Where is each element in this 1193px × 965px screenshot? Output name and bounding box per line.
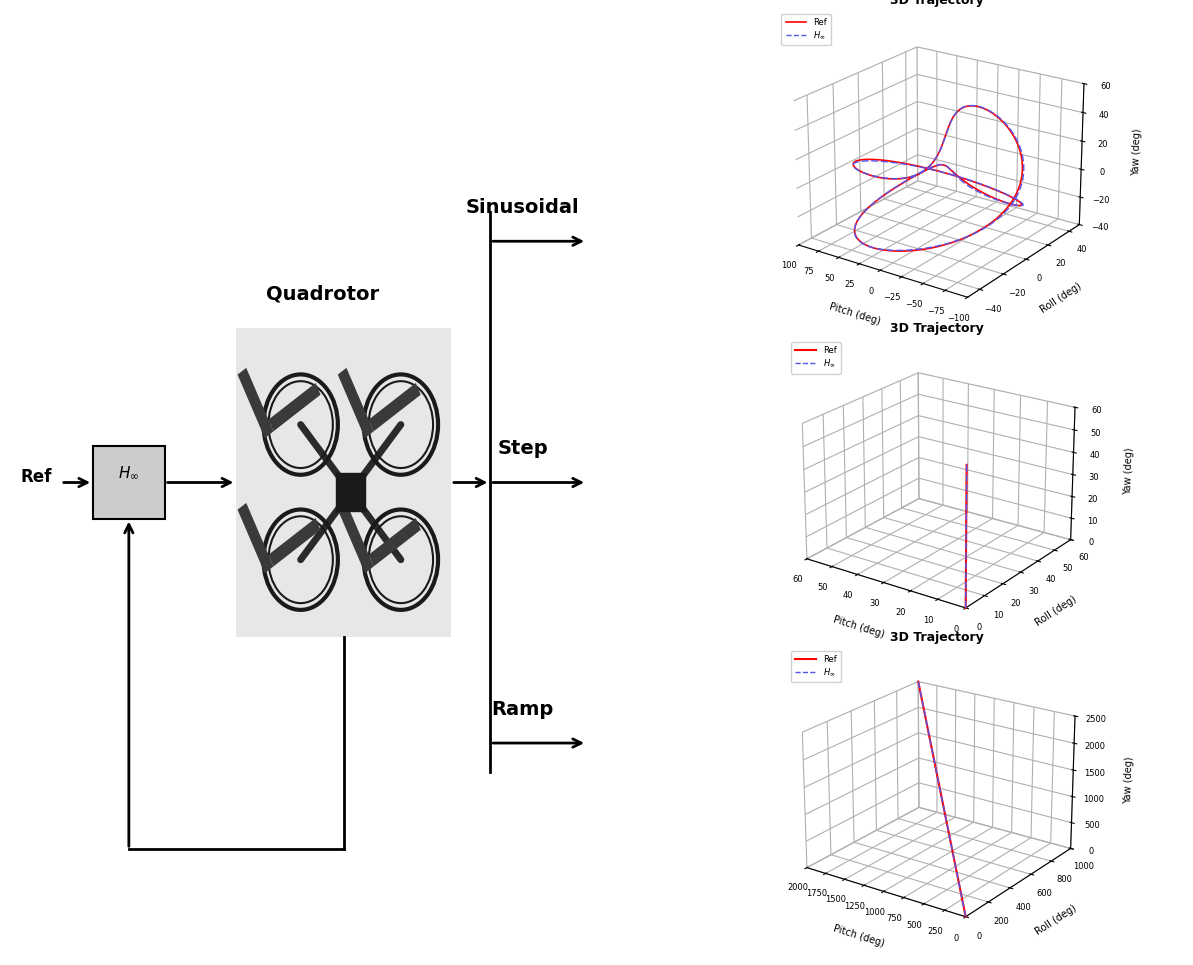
Bar — [236, 328, 451, 637]
Bar — [268, 383, 321, 431]
Title: 3D Trajectory: 3D Trajectory — [890, 322, 983, 335]
Bar — [268, 518, 321, 566]
Legend: Ref, $H_{\infty}$: Ref, $H_{\infty}$ — [781, 14, 832, 45]
Bar — [237, 503, 273, 573]
Y-axis label: Roll (deg): Roll (deg) — [1039, 281, 1083, 316]
Bar — [338, 368, 373, 438]
X-axis label: Pitch (deg): Pitch (deg) — [832, 924, 885, 949]
Bar — [336, 473, 365, 511]
X-axis label: Pitch (deg): Pitch (deg) — [832, 615, 885, 640]
Text: Sinusoidal: Sinusoidal — [465, 198, 580, 217]
Text: Step: Step — [497, 439, 548, 458]
Legend: Ref, $H_{\infty}$: Ref, $H_{\infty}$ — [791, 650, 841, 682]
Bar — [338, 503, 373, 573]
Bar — [369, 383, 421, 431]
Bar — [93, 446, 165, 519]
Title: 3D Trajectory: 3D Trajectory — [890, 631, 983, 644]
Bar — [237, 368, 273, 438]
Text: Ref: Ref — [20, 468, 51, 485]
Legend: Ref, $H_{\infty}$: Ref, $H_{\infty}$ — [791, 342, 841, 373]
Text: Quadrotor: Quadrotor — [266, 285, 378, 304]
Text: $H_{\infty}$: $H_{\infty}$ — [118, 465, 140, 481]
Y-axis label: Roll (deg): Roll (deg) — [1033, 594, 1078, 628]
Text: Ramp: Ramp — [492, 700, 554, 719]
Title: 3D Trajectory: 3D Trajectory — [890, 0, 983, 7]
Bar — [369, 518, 421, 566]
X-axis label: Pitch (deg): Pitch (deg) — [828, 302, 882, 327]
Y-axis label: Roll (deg): Roll (deg) — [1033, 903, 1078, 937]
